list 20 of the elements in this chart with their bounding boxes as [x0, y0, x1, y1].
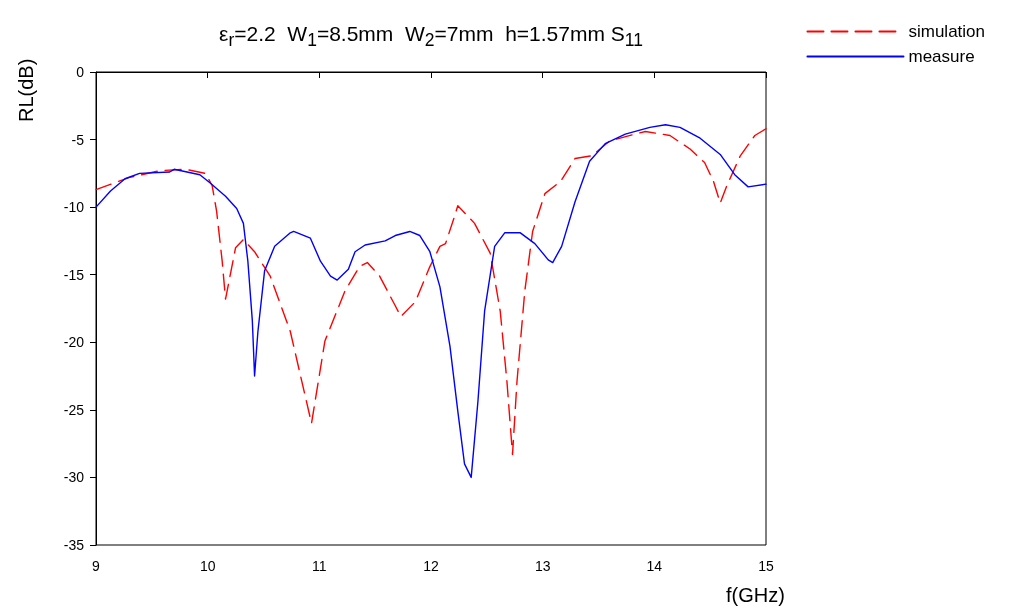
y-tick-label: 0: [76, 64, 85, 80]
text: measure: [908, 47, 975, 66]
y-tick-label: -35: [63, 537, 85, 553]
x-tick-label: 13: [534, 558, 551, 574]
chart-title: ε$_{r}$=2.2 W$_{1}$=8.5mm W$_{2}$=7mm h=1.57mm S$_{11}$: [218, 22, 644, 52]
x-tick-label: 12: [423, 558, 439, 574]
x-tick-label: 15: [758, 558, 774, 574]
x-tick-label: 14: [646, 558, 663, 574]
y-axis-title: RL(dB): [14, 58, 38, 122]
x-axis-title: f(GHz): [726, 584, 785, 607]
x-tick-label: 9: [92, 558, 101, 574]
y-tick-label: -10: [63, 199, 85, 216]
x-tick-label: 10: [199, 558, 216, 574]
y-tick-label: -25: [63, 401, 85, 418]
text: simulation: [908, 22, 986, 41]
y-tick-label: -15: [63, 266, 85, 283]
y-tick-label: -5: [71, 131, 85, 148]
y-tick-label: -20: [63, 334, 85, 351]
y-tick-label: -30: [63, 469, 85, 486]
x-tick-label: 11: [312, 558, 327, 574]
